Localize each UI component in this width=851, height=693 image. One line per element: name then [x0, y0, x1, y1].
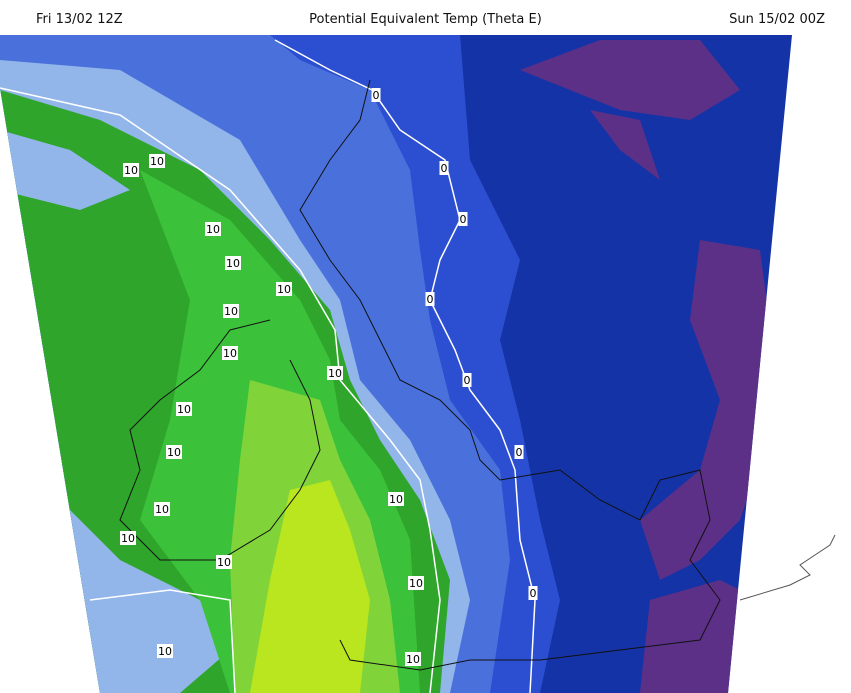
contour-label-bg	[405, 652, 421, 666]
coastlines	[119, 79, 836, 671]
contour-label-bg	[439, 161, 449, 175]
coastline-ireland	[119, 319, 321, 561]
contour-label: 10	[226, 257, 240, 270]
contour-label-bg	[149, 154, 165, 168]
contour-label: 0	[530, 587, 537, 600]
contour-label: 10	[224, 305, 238, 318]
contour-label: 10	[223, 347, 237, 360]
contour-label: 0	[464, 374, 471, 387]
chart-title: Potential Equivalent Temp (Theta E)	[309, 12, 542, 27]
contour-label-bg	[216, 555, 232, 569]
contour-label-bg	[388, 492, 404, 506]
purple-area-east	[640, 240, 780, 580]
contour-label: 0	[373, 89, 380, 102]
contour-label: 10	[155, 503, 169, 516]
contour-label: 10	[167, 446, 181, 459]
contour-label-bg	[120, 531, 136, 545]
contour-label: 0	[516, 446, 523, 459]
contour-label-bg	[176, 402, 192, 416]
contour-label-bg	[425, 292, 435, 306]
purple-area-north	[520, 40, 740, 120]
contour-label: 10	[217, 556, 231, 569]
purple-area-southeast	[640, 580, 760, 693]
contour-label-bg	[371, 88, 381, 102]
coastline-continent	[739, 534, 836, 601]
contour-label-bg	[514, 445, 524, 459]
contour-label-bg	[408, 576, 424, 590]
yellow-green-band	[250, 480, 370, 693]
contour-label: 10	[328, 367, 342, 380]
contour-label: 10	[177, 403, 191, 416]
contour-label-bg	[462, 373, 472, 387]
contour-label: 10	[389, 493, 403, 506]
contour-label-bg	[205, 222, 221, 236]
contour-label-bg	[223, 304, 239, 318]
light-blue-patch-2	[0, 130, 130, 210]
map-fill	[0, 35, 792, 693]
contour-labels: 0 0 0 0 0 0 0 10 10 10 10 10 10 10 10 10 10 10 10 10 10 10 10 1…	[120, 88, 538, 666]
contour-label: 10	[409, 577, 423, 590]
contour-label-bg	[276, 282, 292, 296]
contour-label-bg	[157, 644, 173, 658]
contour-label-bg	[225, 256, 241, 270]
contour-label: 10	[406, 653, 420, 666]
contour-label-bg	[166, 445, 182, 459]
contour-label: 0	[441, 162, 448, 175]
contour-label: 0	[460, 213, 467, 226]
contour-label-bg	[154, 502, 170, 516]
valid-from-time: Fri 13/02 12Z	[36, 12, 123, 27]
contour-label-bg	[123, 163, 139, 177]
contour-label: 10	[150, 155, 164, 168]
contour-label-bg	[222, 346, 238, 360]
contour-label-bg	[528, 586, 538, 600]
ten-contour-west	[89, 589, 236, 693]
valid-to-time: Sun 15/02 00Z	[729, 12, 825, 27]
contour-label: 10	[158, 645, 172, 658]
contour-label: 10	[121, 532, 135, 545]
contour-label-bg	[327, 366, 343, 380]
contour-label: 10	[124, 164, 138, 177]
purple-area-northeast	[590, 110, 660, 180]
coastline-britain	[299, 79, 721, 671]
contour-label: 10	[277, 283, 291, 296]
contour-label-bg	[458, 212, 468, 226]
contour-label: 0	[427, 293, 434, 306]
contour-label: 10	[206, 223, 220, 236]
